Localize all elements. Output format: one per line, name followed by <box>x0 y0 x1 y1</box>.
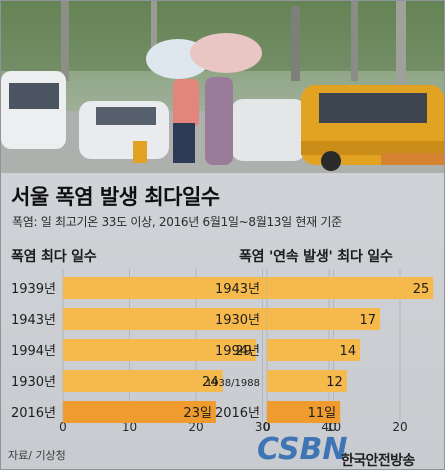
bar <box>63 370 223 392</box>
category-label: 1930년 <box>215 313 260 328</box>
value-label: 11일 <box>308 406 337 421</box>
x-tick-label: 30 <box>255 420 270 434</box>
category-label: 2016년 <box>215 406 260 421</box>
category-label: 1930년 <box>11 375 56 390</box>
x-tick-label: 0 <box>59 420 67 434</box>
infographic-title: 서울 폭염 발생 최다일수 <box>11 185 220 209</box>
csbn-logo: CSBN <box>257 432 348 467</box>
category-label: 1938/1988 <box>206 378 260 389</box>
category-label: 2016년 <box>11 406 56 421</box>
x-tick-label: 10 <box>326 420 341 434</box>
x-tick-label: 20 <box>188 420 203 434</box>
x-tick-label: 40 <box>321 420 336 434</box>
bar <box>267 277 434 299</box>
bar <box>267 308 381 330</box>
csbn-logo-korean: 한국안전방송 <box>341 453 415 469</box>
csbn-logo-text: CSBN <box>257 432 348 467</box>
heatwave-street-photo <box>1 1 444 173</box>
value-label: 17 <box>360 313 377 328</box>
bar <box>63 339 256 361</box>
value-label: 25 <box>413 282 430 297</box>
category-label: 1994년 <box>215 344 260 359</box>
street-scene-illustration <box>1 1 444 173</box>
value-label: 24 <box>202 375 219 390</box>
bar <box>63 401 216 423</box>
x-tick-label: 20 <box>392 420 407 434</box>
x-tick-label: 0 <box>263 420 271 434</box>
bar <box>267 370 347 392</box>
value-label: 29 <box>235 344 252 359</box>
right-chart-title: 폭염 '연속 발생' 최다 일수 <box>239 249 393 265</box>
value-label: 12 <box>326 375 343 390</box>
bar <box>267 401 341 423</box>
definition-subtitle: 폭염: 일 최고기온 33도 이상, 2016년 6월1일~8월13일 현재 기… <box>12 215 342 229</box>
value-label: 14 <box>340 344 357 359</box>
x-tick-label: 10 <box>122 420 137 434</box>
category-label: 1943년 <box>215 282 260 297</box>
source-note: 자료/ 기상청 <box>8 449 66 462</box>
category-label: 1939년 <box>11 282 56 297</box>
left-chart-title: 폭염 최다 일수 <box>11 249 97 265</box>
bar <box>267 339 361 361</box>
category-label: 1994년 <box>11 344 56 359</box>
category-label: 1943년 <box>11 313 56 328</box>
value-label: 23일 <box>183 406 212 421</box>
bar-charts: 0102030401939년431943년421994년291930년24201… <box>11 269 434 434</box>
